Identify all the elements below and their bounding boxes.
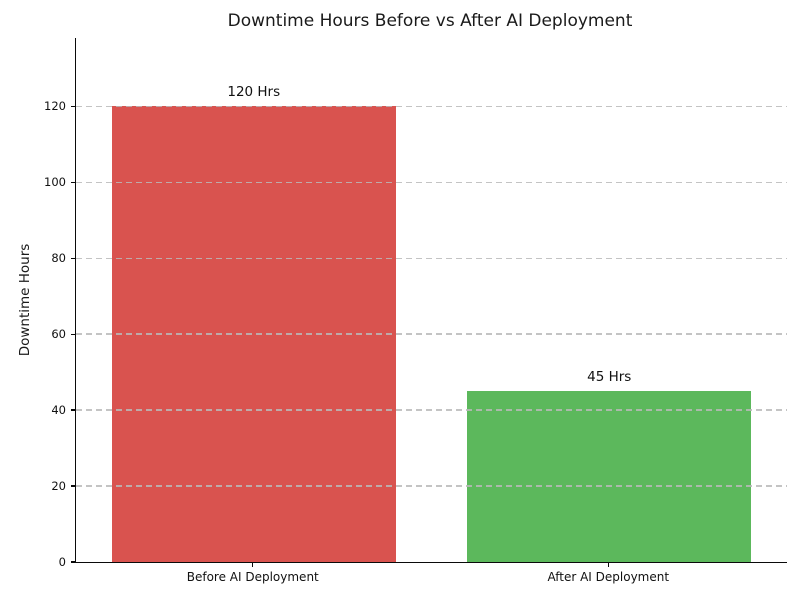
gridline [76,181,787,183]
y-tick-mark [70,333,75,335]
gridline [76,105,787,108]
y-tick-label: 20 [51,479,66,494]
y-tick-label: 120 [44,99,66,114]
y-tick-mark [70,181,75,183]
chart-title: Downtime Hours Before vs After AI Deploy… [227,11,633,31]
x-tick-mark [252,562,254,567]
x-tick-label: Before AI Deployment [186,570,319,584]
bar-value-label: 120 Hrs [227,84,281,101]
y-tick-label: 0 [58,555,66,569]
y-tick-mark [70,105,75,107]
gridline [76,333,787,335]
y-tick-label: 80 [51,251,66,266]
x-tick-label: After AI Deployment [547,570,670,584]
y-tick-mark [70,561,75,563]
bar-after [467,391,752,562]
gridline [76,409,787,411]
x-tick-mark [607,562,609,567]
y-tick-label: 40 [51,403,66,418]
gridline [76,485,787,487]
bar-value-label: 45 Hrs [587,369,632,386]
plot-area: 120 Hrs 45 Hrs [75,38,787,563]
y-tick-mark [70,409,75,411]
y-tick-label: 100 [44,175,66,190]
y-tick-mark [70,257,75,259]
y-tick-label: 60 [51,327,66,342]
gridline [76,257,787,259]
y-tick-mark [70,485,75,487]
